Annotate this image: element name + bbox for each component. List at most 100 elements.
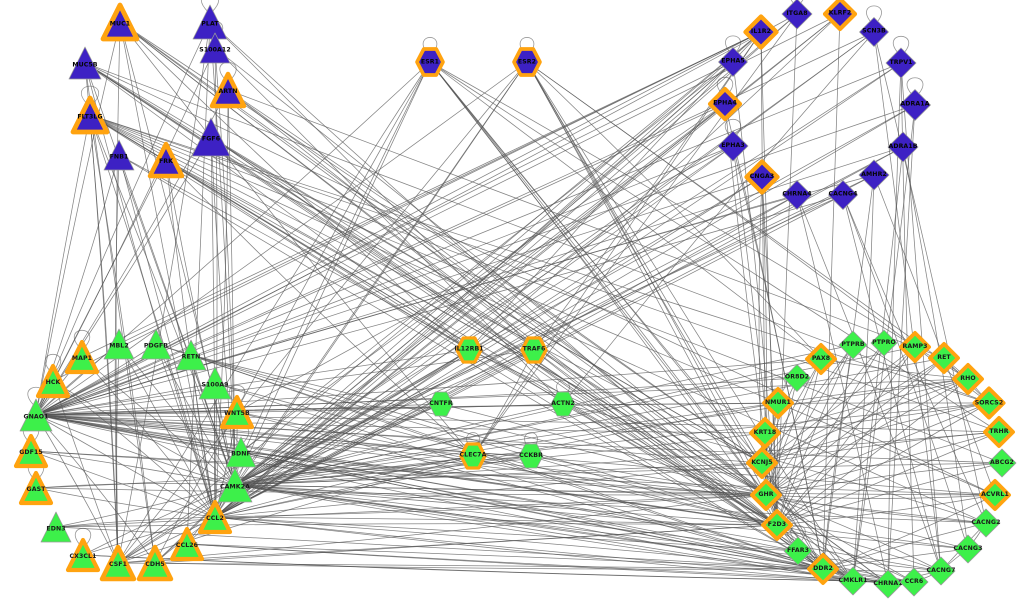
edge[interactable] [234,357,945,486]
edge[interactable] [776,524,915,583]
edge[interactable] [234,344,854,486]
edge[interactable] [240,103,726,453]
graph-node-gnao1[interactable]: GNAO1 [17,396,55,434]
edge[interactable] [796,194,942,572]
edge[interactable] [214,516,778,526]
graph-node-cmklr1[interactable]: CMKLR1 [836,564,870,598]
self-loop-edge[interactable] [81,85,99,106]
edge[interactable] [89,114,119,564]
graph-node-actn2[interactable]: ACTN2 [548,389,578,419]
edge[interactable] [35,414,119,564]
graph-node-ccr6[interactable]: CCR6 [897,565,931,599]
edge[interactable] [214,462,763,518]
edge[interactable] [214,382,824,570]
edge[interactable] [234,174,875,486]
edge[interactable] [468,13,841,351]
edge[interactable] [776,431,1000,526]
edge[interactable] [234,402,779,486]
edge[interactable] [35,414,156,564]
edge[interactable] [472,13,798,457]
edge[interactable] [190,354,216,518]
edge[interactable] [234,432,766,486]
edge[interactable] [165,159,470,351]
edge[interactable] [776,524,942,572]
edge[interactable] [765,377,798,496]
edge[interactable] [765,494,996,499]
edge[interactable] [429,61,969,380]
edge[interactable] [55,526,824,570]
edge[interactable] [820,358,969,380]
graph-node-fgf6[interactable]: FGF6 [189,115,233,159]
edge[interactable] [119,21,216,518]
edge[interactable] [35,414,1003,464]
edge[interactable] [234,484,799,552]
edge[interactable] [35,31,875,416]
graph-node-fnb1[interactable]: FNB1 [101,137,137,173]
edge[interactable] [214,516,824,570]
edge[interactable] [30,450,996,496]
edge[interactable] [190,354,824,570]
self-loop-edge[interactable] [724,119,742,138]
edge[interactable] [240,451,824,570]
graph-node-flt3lg[interactable]: FLT3LG [66,91,114,139]
edge[interactable] [822,344,854,570]
edge[interactable] [214,61,734,518]
edge[interactable] [234,462,1003,486]
edge[interactable] [35,104,916,416]
edge[interactable] [214,516,854,582]
edge[interactable] [35,414,996,496]
edge[interactable] [765,494,889,585]
edge[interactable] [35,414,766,434]
edge[interactable] [227,89,778,526]
graph-node-cacng4[interactable]: CACNG4 [826,178,861,213]
edge[interactable] [765,494,942,572]
self-loop-edge[interactable] [27,386,45,406]
edge[interactable] [765,357,945,496]
edge[interactable] [35,61,528,416]
graph-node-esr2[interactable]: ESR2 [508,43,545,80]
edge[interactable] [35,21,211,416]
edge[interactable] [35,414,969,550]
edge[interactable] [154,562,824,570]
edge[interactable] [210,136,236,486]
edge[interactable] [765,494,987,524]
edge[interactable] [84,62,767,496]
edge[interactable] [776,494,996,526]
edge[interactable] [214,516,799,552]
edge[interactable] [842,194,942,572]
self-loop-edge[interactable] [725,35,741,54]
graph-node-traf6[interactable]: TRAF6 [517,333,552,368]
edge[interactable] [822,522,987,570]
edge[interactable] [234,61,431,486]
edge[interactable] [240,451,778,526]
edge[interactable] [210,136,763,464]
edge[interactable] [234,31,875,486]
edge[interactable] [89,114,156,564]
edge[interactable] [118,154,216,518]
edge[interactable] [776,344,854,526]
edge[interactable] [118,343,236,486]
graph-node-frk[interactable]: FRK [144,138,189,183]
edge[interactable] [35,414,236,486]
edge[interactable] [234,194,798,486]
edge[interactable] [117,61,431,564]
graph-node-cntfr[interactable]: CNTFR [426,389,456,419]
edge[interactable] [761,402,990,464]
edge[interactable] [468,349,767,496]
graph-node-gast[interactable]: GAST [15,467,57,509]
edge[interactable] [84,62,824,570]
edge[interactable] [761,346,916,464]
edge[interactable] [35,343,157,416]
edge[interactable] [35,194,798,416]
edge[interactable] [234,103,726,486]
edge[interactable] [165,159,474,457]
edge[interactable] [35,114,91,416]
self-loop-edge[interactable] [866,5,882,24]
edge[interactable] [35,414,763,464]
edge[interactable] [765,431,1000,496]
edge[interactable] [533,349,824,570]
edge[interactable] [852,174,875,582]
graph-node-mbl2[interactable]: MBL2 [101,326,137,362]
edge[interactable] [210,136,778,526]
edge[interactable] [214,13,798,518]
